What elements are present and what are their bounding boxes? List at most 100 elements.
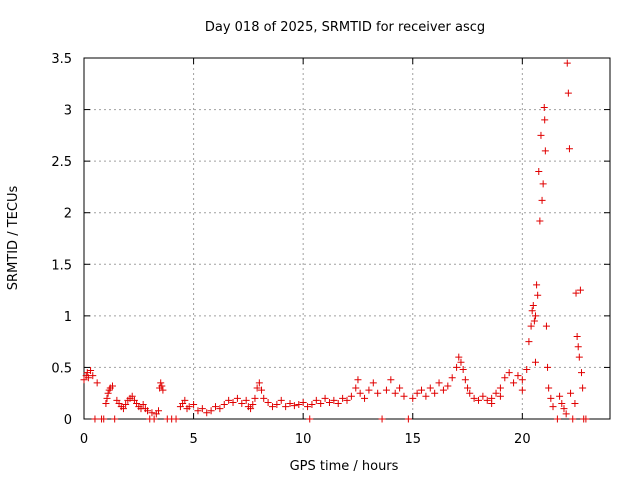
data-point [104,389,112,397]
data-point [435,379,443,387]
data-point [354,376,362,384]
data-point [565,145,573,153]
data-point [93,379,101,387]
data-point [558,400,566,408]
data-point [426,384,434,392]
data-point [84,374,92,382]
data-point [308,401,316,409]
data-point [541,116,549,124]
data-point [492,389,500,397]
data-point [461,376,469,384]
data-point [518,376,526,384]
data-point [321,394,329,402]
data-point [422,392,430,400]
data-point [523,365,531,373]
x-axis-label: GPS time / hours [290,459,399,474]
data-point [378,415,386,423]
data-point [100,415,108,423]
x-tick-labels: 0 5 10 15 20 [80,432,531,447]
data-point [448,374,456,382]
data-point [576,286,584,294]
data-point [264,398,272,406]
data-point [409,394,417,402]
data-point [150,415,158,423]
data-point [207,407,215,415]
data-point [260,394,268,402]
data-point [198,405,206,413]
data-point [536,217,544,225]
data-point [159,386,167,394]
data-point [387,376,395,384]
y-tick-label: 3 [64,104,72,119]
data-point [255,379,263,387]
data-point [510,379,518,387]
data-point [538,196,546,204]
data-point [573,332,581,340]
data-point [158,382,166,390]
data-point [148,409,156,417]
y-tick-label: 1 [64,310,72,325]
data-point [157,379,165,387]
data-point [352,384,360,392]
data-point [216,405,224,413]
data-point [282,403,290,411]
data-point [286,400,294,408]
data-point [475,396,482,404]
data-point [290,402,298,410]
data-point [505,369,513,377]
plot-frame [83,57,611,420]
data-point [553,415,561,423]
data-point [155,407,163,415]
data-point [479,392,487,400]
data-point [531,312,539,320]
data-point [560,405,568,413]
data-point [514,372,522,380]
data-point [531,358,539,366]
x-tick-label: 10 [295,432,312,447]
data-point [103,394,111,402]
data-point [529,302,537,310]
data-point [325,398,333,406]
y-tick-label: 0 [64,413,72,428]
data-point [547,394,555,402]
data-point [312,396,320,404]
data-point [356,389,364,397]
data-point [317,400,325,408]
data-point [87,367,95,375]
data-point [582,415,590,423]
data-point [542,322,550,330]
data-point [418,386,426,394]
y-tick-labels: 0 0.5 1 1.5 2 2.5 3 3.5 [51,52,72,428]
data-point [533,281,541,289]
data-point [91,415,99,423]
data-point [545,384,553,392]
data-point [483,396,491,404]
x-tick-label: 20 [514,432,531,447]
data-point [574,343,582,351]
data-point [330,396,338,404]
data-point [527,322,535,330]
data-point [537,131,545,139]
data-point [253,384,261,392]
data-point [567,389,575,397]
data-point [540,104,548,112]
data-point [190,401,198,409]
data-point [404,415,412,423]
data-point [258,386,266,394]
data-point [108,382,116,390]
data-points [80,59,590,423]
data-point [525,338,533,346]
data-point [549,403,557,411]
data-point [413,389,421,397]
data-point [578,369,586,377]
data-point [277,396,285,404]
y-tick-label: 3.5 [51,52,72,67]
data-point [102,400,110,408]
data-point [464,384,472,392]
data-point [304,403,312,411]
data-point [249,401,257,409]
data-point [579,384,587,392]
data-point [539,180,547,188]
data-point [361,394,369,402]
data-point [273,401,281,409]
